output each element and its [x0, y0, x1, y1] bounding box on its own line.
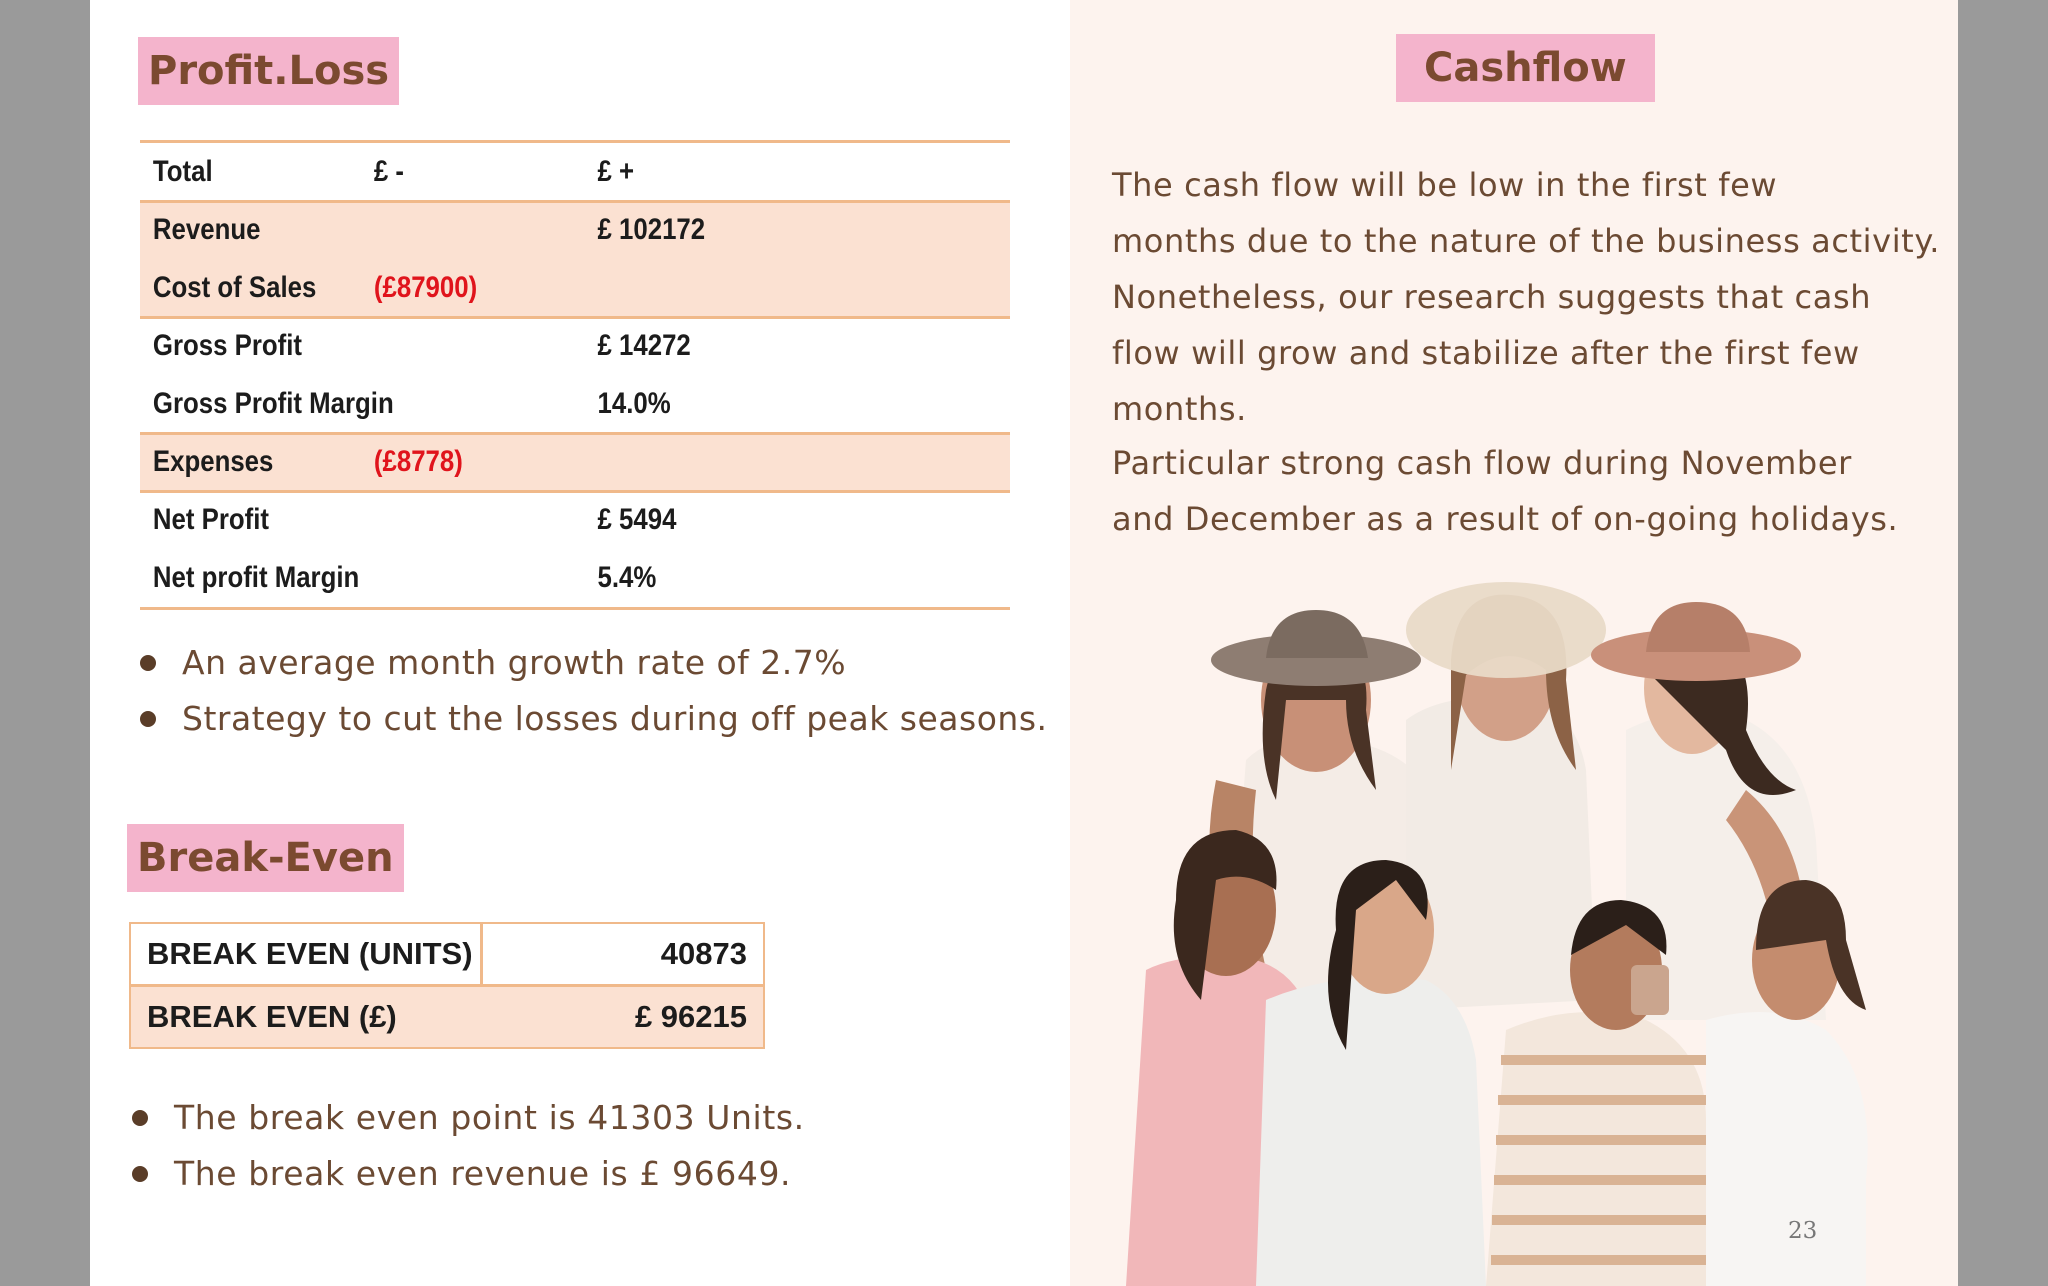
- table-row: Net profit Margin 5.4%: [140, 549, 1008, 607]
- table-header-row: Total £ - £ +: [140, 143, 1008, 201]
- cashflow-heading: Cashflow: [1396, 34, 1655, 102]
- row-value: 40873: [660, 936, 747, 971]
- row-minus: (£8778): [373, 445, 463, 478]
- table-row: Net Profit £ 5494: [140, 491, 1008, 549]
- row-label: Net Profit: [152, 503, 269, 536]
- cashflow-line: flow will grow and stabilize after the f…: [1112, 334, 1860, 372]
- row-label: Cost of Sales: [152, 271, 317, 304]
- break-even-heading: Break-Even: [127, 824, 404, 892]
- table-row: Revenue £ 102172: [140, 201, 1008, 259]
- cashflow-line: and December as a result of on-going hol…: [1112, 500, 1899, 538]
- cashflow-line: Nonetheless, our research suggests that …: [1112, 278, 1872, 316]
- row-value: £ 96215: [634, 999, 747, 1034]
- row-plus: £ 5494: [597, 503, 677, 536]
- header-total: Total: [152, 155, 213, 188]
- row-plus: 14.0%: [597, 387, 671, 420]
- row-minus: (£87900): [373, 271, 478, 304]
- row-label: Expenses: [152, 445, 274, 478]
- list-item: The break even point is 41303 Units.: [132, 1090, 805, 1146]
- table-row: Cost of Sales (£87900): [140, 259, 1008, 317]
- cashflow-line: months.: [1112, 390, 1247, 428]
- row-plus: £ 14272: [597, 329, 691, 362]
- profit-loss-heading: Profit.Loss: [138, 37, 400, 105]
- row-label: Gross Profit Margin: [152, 387, 394, 420]
- header-minus: £ -: [373, 155, 405, 188]
- row-plus: £ 102172: [597, 213, 706, 246]
- break-even-table: BREAK EVEN (UNITS) 40873 BREAK EVEN (£) …: [129, 922, 765, 1049]
- list-item: An average month growth rate of 2.7%: [140, 635, 1048, 691]
- table-row: Gross Profit Margin 14.0%: [140, 375, 1008, 433]
- list-item: Strategy to cut the losses during off pe…: [140, 691, 1048, 747]
- profit-loss-table: Total £ - £ + Revenue £ 102172 Cost of S…: [140, 140, 1010, 610]
- table-row: Gross Profit £ 14272: [140, 317, 1008, 375]
- profit-loss-bullets: An average month growth rate of 2.7% Str…: [140, 635, 1048, 747]
- page-number: 23: [1788, 1218, 1818, 1244]
- row-label: BREAK EVEN (£): [147, 999, 397, 1034]
- row-label: Net profit Margin: [152, 561, 360, 594]
- row-plus: 5.4%: [597, 561, 657, 594]
- group-of-women-illustration: [1126, 582, 1868, 1286]
- cashflow-line: The cash flow will be low in the first f…: [1112, 166, 1778, 204]
- cashflow-line: months due to the nature of the business…: [1112, 222, 1941, 260]
- list-item: The break even revenue is £ 96649.: [132, 1146, 805, 1202]
- header-plus: £ +: [597, 155, 635, 188]
- break-even-bullets: The break even point is 41303 Units. The…: [132, 1090, 805, 1202]
- table-row: Expenses (£8778): [140, 433, 1008, 491]
- table-row: BREAK EVEN (UNITS) 40873: [131, 924, 763, 984]
- table-row: BREAK EVEN (£) £ 96215: [131, 984, 763, 1047]
- cashflow-line: Particular strong cash flow during Novem…: [1112, 444, 1852, 482]
- row-label: BREAK EVEN (UNITS): [147, 936, 473, 971]
- document-page: Profit.Loss Total £ - £ + Revenue £ 1021…: [90, 0, 1958, 1286]
- row-label: Revenue: [152, 213, 261, 246]
- cashflow-text: The cash flow will be low in the first f…: [1112, 158, 1952, 548]
- row-label: Gross Profit: [152, 329, 303, 362]
